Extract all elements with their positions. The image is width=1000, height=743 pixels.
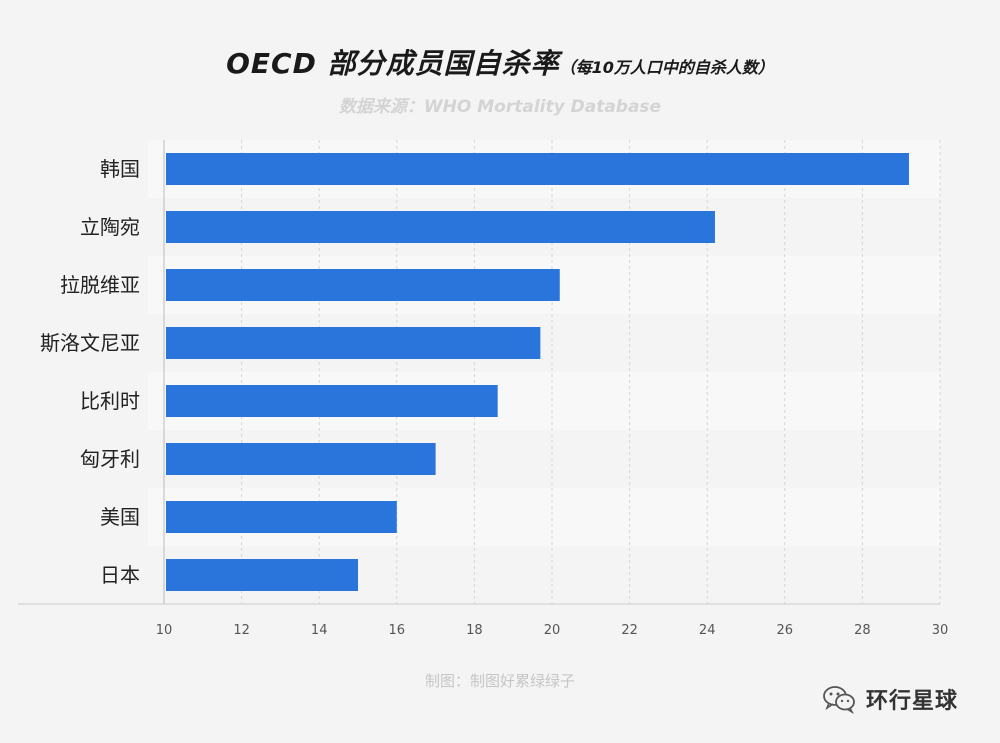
- bar-6: [166, 501, 397, 533]
- category-label: 匈牙利: [80, 447, 140, 471]
- x-tick-label: 24: [699, 623, 716, 638]
- bar-7: [166, 559, 358, 591]
- x-tick-label: 14: [311, 623, 328, 638]
- chart-title: OECD 部分成员国自杀率: [226, 47, 560, 80]
- x-tick-label: 16: [389, 623, 406, 638]
- x-tick-label: 26: [777, 623, 794, 638]
- category-label: 拉脱维亚: [60, 273, 140, 297]
- bar-1: [166, 211, 715, 243]
- watermark-text: 环行星球: [866, 689, 959, 714]
- bar-3: [166, 327, 541, 359]
- chart-subtitle: （每10万人口中的自杀人数）: [559, 58, 774, 77]
- bar-0: [166, 153, 909, 185]
- x-tick-label: 20: [544, 623, 561, 638]
- chart-credit: 制图：制图好累绿绿子: [424, 672, 575, 690]
- x-tick-label: 12: [233, 623, 250, 638]
- category-label: 韩国: [100, 157, 140, 181]
- data-source: 数据来源：WHO Mortality Database: [338, 97, 662, 117]
- x-tick-label: 18: [466, 623, 483, 638]
- x-tick-label: 22: [621, 623, 638, 638]
- x-tick-label: 30: [932, 623, 949, 638]
- watermark: 环行星球: [822, 681, 958, 717]
- x-tick-label: 10: [156, 623, 173, 638]
- x-tick-labels: 10 12 14 16 18 20 22 24 26 28 30: [156, 623, 949, 638]
- category-label: 斯洛文尼亚: [40, 331, 140, 355]
- wechat-icon: [823, 686, 855, 714]
- bar-5: [166, 443, 436, 475]
- x-tick-label: 28: [854, 623, 871, 638]
- category-label: 日本: [100, 563, 140, 587]
- category-label: 美国: [100, 505, 140, 529]
- bar-2: [166, 269, 560, 301]
- bars: [166, 153, 909, 591]
- chart-title-row: OECD 部分成员国自杀率（每10万人口中的自杀人数）: [0, 42, 1000, 82]
- category-label: 立陶宛: [80, 215, 140, 239]
- bar-4: [166, 385, 498, 417]
- category-label: 比利时: [80, 389, 140, 413]
